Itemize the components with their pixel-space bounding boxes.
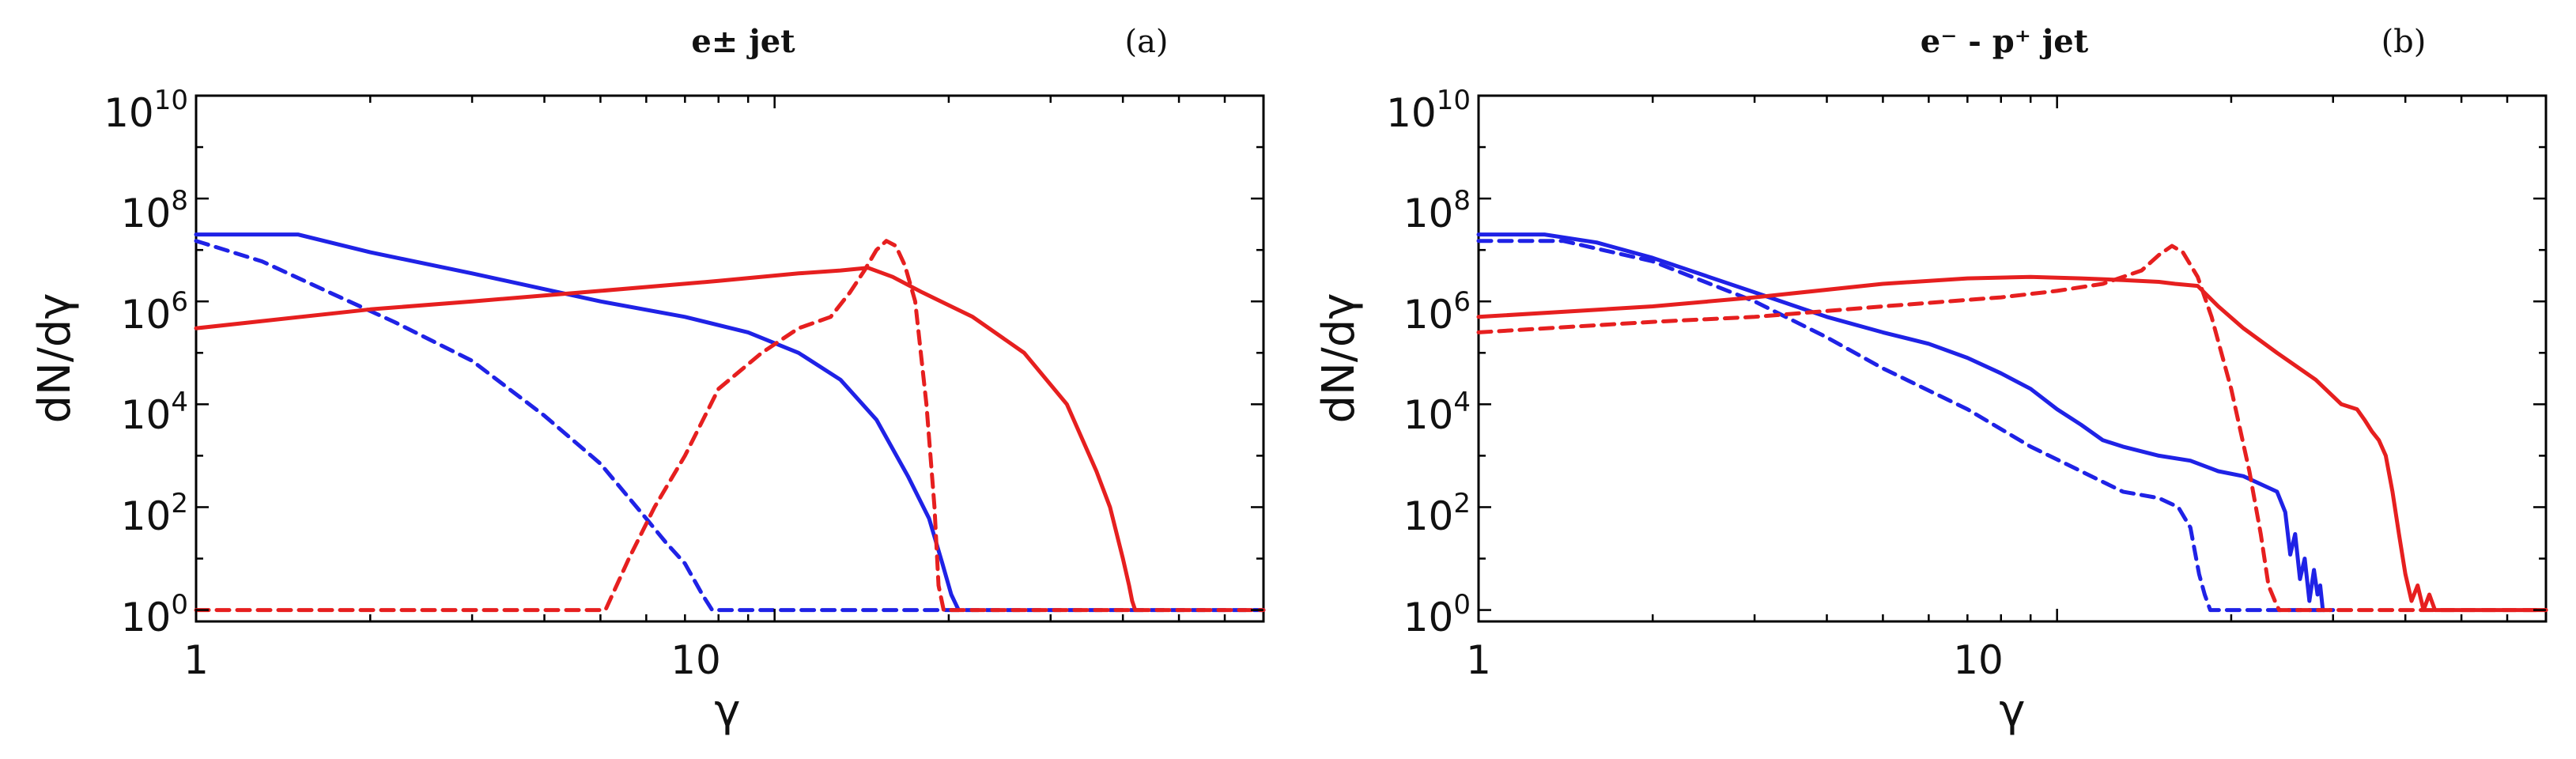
panel-b-ytick-labels: 100 102 104 106 108 1010 bbox=[1386, 85, 1471, 640]
panel-a-ytick-label-8: 108 bbox=[121, 185, 188, 236]
panel-a-ytick-label-10: 1010 bbox=[104, 85, 188, 136]
panel-a-xtick-label-1: 1 bbox=[183, 637, 209, 683]
panel-a-title: e± jet bbox=[691, 23, 795, 60]
panel-b-xtick-label-10: 10 bbox=[1953, 637, 2004, 683]
panel-a-ytick-label-2: 102 bbox=[121, 488, 188, 539]
panel-b-tag: (b) bbox=[2381, 24, 2427, 60]
panel-a-ytick-label-6: 106 bbox=[121, 286, 188, 338]
panel-a-series-blue-dashed bbox=[194, 239, 1266, 613]
panel-a-ytick-label-0: 100 bbox=[121, 589, 188, 640]
panel-b-ytick-label-0: 100 bbox=[1403, 589, 1471, 640]
panel-b-series-red-dashed bbox=[1476, 244, 2548, 613]
panel-a-ytick-labels: 100 102 104 106 108 1010 bbox=[104, 85, 188, 640]
panel-a-series-red-solid bbox=[194, 266, 1138, 613]
panel-b-ylabel: dN/dγ bbox=[1313, 293, 1365, 424]
panel-b-series-red-solid bbox=[1476, 274, 2548, 613]
panel-a: e± jet (a) 100 102 104 106 108 1010 1 10… bbox=[29, 23, 1266, 737]
panel-a-tag: (a) bbox=[1124, 24, 1168, 60]
panel-b-xtick-labels: 1 10 bbox=[1466, 637, 2004, 683]
panel-b-ytick-label-10: 1010 bbox=[1386, 85, 1471, 136]
panel-b-ytick-label-2: 102 bbox=[1403, 488, 1471, 539]
panel-a-series-red-dashed bbox=[194, 239, 1266, 613]
panel-a-series-group bbox=[194, 232, 1266, 613]
panel-b-title: e⁻ - p⁺ jet bbox=[1921, 23, 2089, 60]
panel-a-ticks bbox=[195, 94, 1265, 621]
panel-b-series-blue-solid bbox=[1476, 232, 2327, 613]
panel-b-series-group bbox=[1476, 232, 2548, 613]
panel-b-ticks bbox=[1477, 94, 2548, 621]
panel-b-ytick-label-8: 108 bbox=[1403, 185, 1471, 236]
panel-b-ytick-label-6: 106 bbox=[1403, 286, 1471, 338]
panel-a-ylabel: dN/dγ bbox=[29, 293, 81, 424]
panel-b-plot-frame bbox=[1477, 94, 2548, 623]
panel-b: e⁻ - p⁺ jet (b) 100 102 104 106 108 1010… bbox=[1313, 23, 2548, 737]
panel-b-ytick-label-4: 104 bbox=[1403, 387, 1471, 438]
panel-a-xtick-label-10: 10 bbox=[670, 637, 721, 683]
panel-b-xlabel: γ bbox=[1999, 685, 2025, 737]
panel-a-plot-frame bbox=[195, 94, 1265, 623]
panel-b-series-blue-dashed bbox=[1476, 239, 2336, 613]
panel-a-xtick-labels: 1 10 bbox=[183, 637, 721, 683]
panel-a-ytick-label-4: 104 bbox=[121, 387, 188, 438]
panel-a-xlabel: γ bbox=[714, 685, 740, 737]
panel-b-xtick-label-1: 1 bbox=[1466, 637, 1491, 683]
